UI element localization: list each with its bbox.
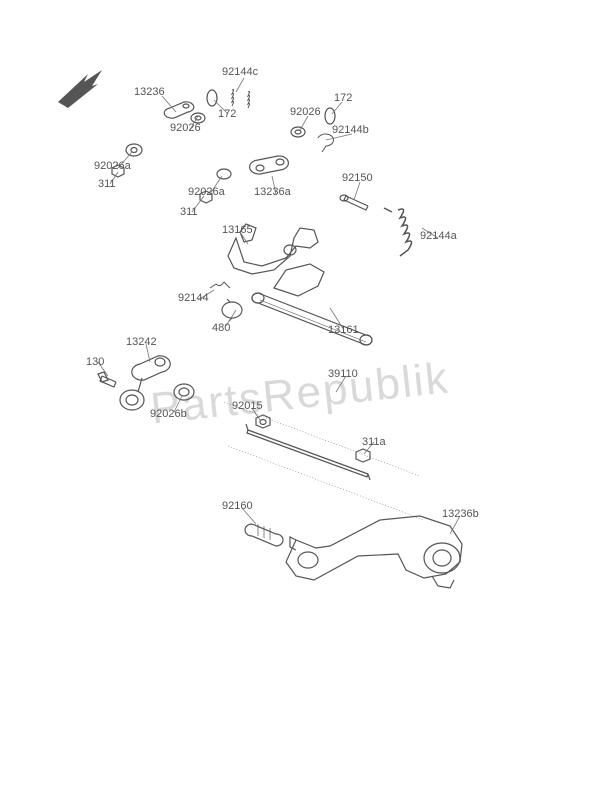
part-label-92026: 92026: [290, 106, 321, 118]
part-label-92015: 92015: [232, 400, 263, 412]
part-label-13236a: 13236a: [254, 186, 291, 198]
part-label-172b: 172: [334, 92, 352, 104]
part-label-13242: 13242: [126, 336, 157, 348]
part-label-311_l: 311: [98, 178, 116, 190]
part-label-311a: 311a: [362, 436, 386, 448]
part-label-13236b: 13236b: [442, 508, 479, 520]
part-label-311_r: 311: [180, 206, 198, 218]
part-label-92144a: 92144a: [420, 230, 457, 242]
part-label-92026b: 92026b: [150, 408, 187, 420]
part-label-92144b: 92144b: [332, 124, 369, 136]
parts-illustration: [0, 0, 600, 787]
part-label-13236: 13236: [134, 86, 165, 98]
part-label-92144c: 92144c: [222, 66, 258, 78]
part-label-92026top: 92026: [170, 122, 201, 134]
part-label-39110: 39110: [328, 368, 358, 380]
part-label-172a: 172: [218, 108, 236, 120]
part-label-92160: 92160: [222, 500, 253, 512]
part-label-92144: 92144: [178, 292, 209, 304]
part-label-130: 130: [86, 356, 104, 368]
part-label-92150: 92150: [342, 172, 373, 184]
part-label-92026a_l: 92026a: [94, 160, 131, 172]
part-label-480: 480: [212, 322, 230, 334]
part-label-92026a_r: 92026a: [188, 186, 225, 198]
part-label-13161: 13161: [328, 324, 359, 336]
parts-diagram: PartsRepublik: [0, 0, 600, 787]
part-label-13165: 13165: [222, 224, 253, 236]
